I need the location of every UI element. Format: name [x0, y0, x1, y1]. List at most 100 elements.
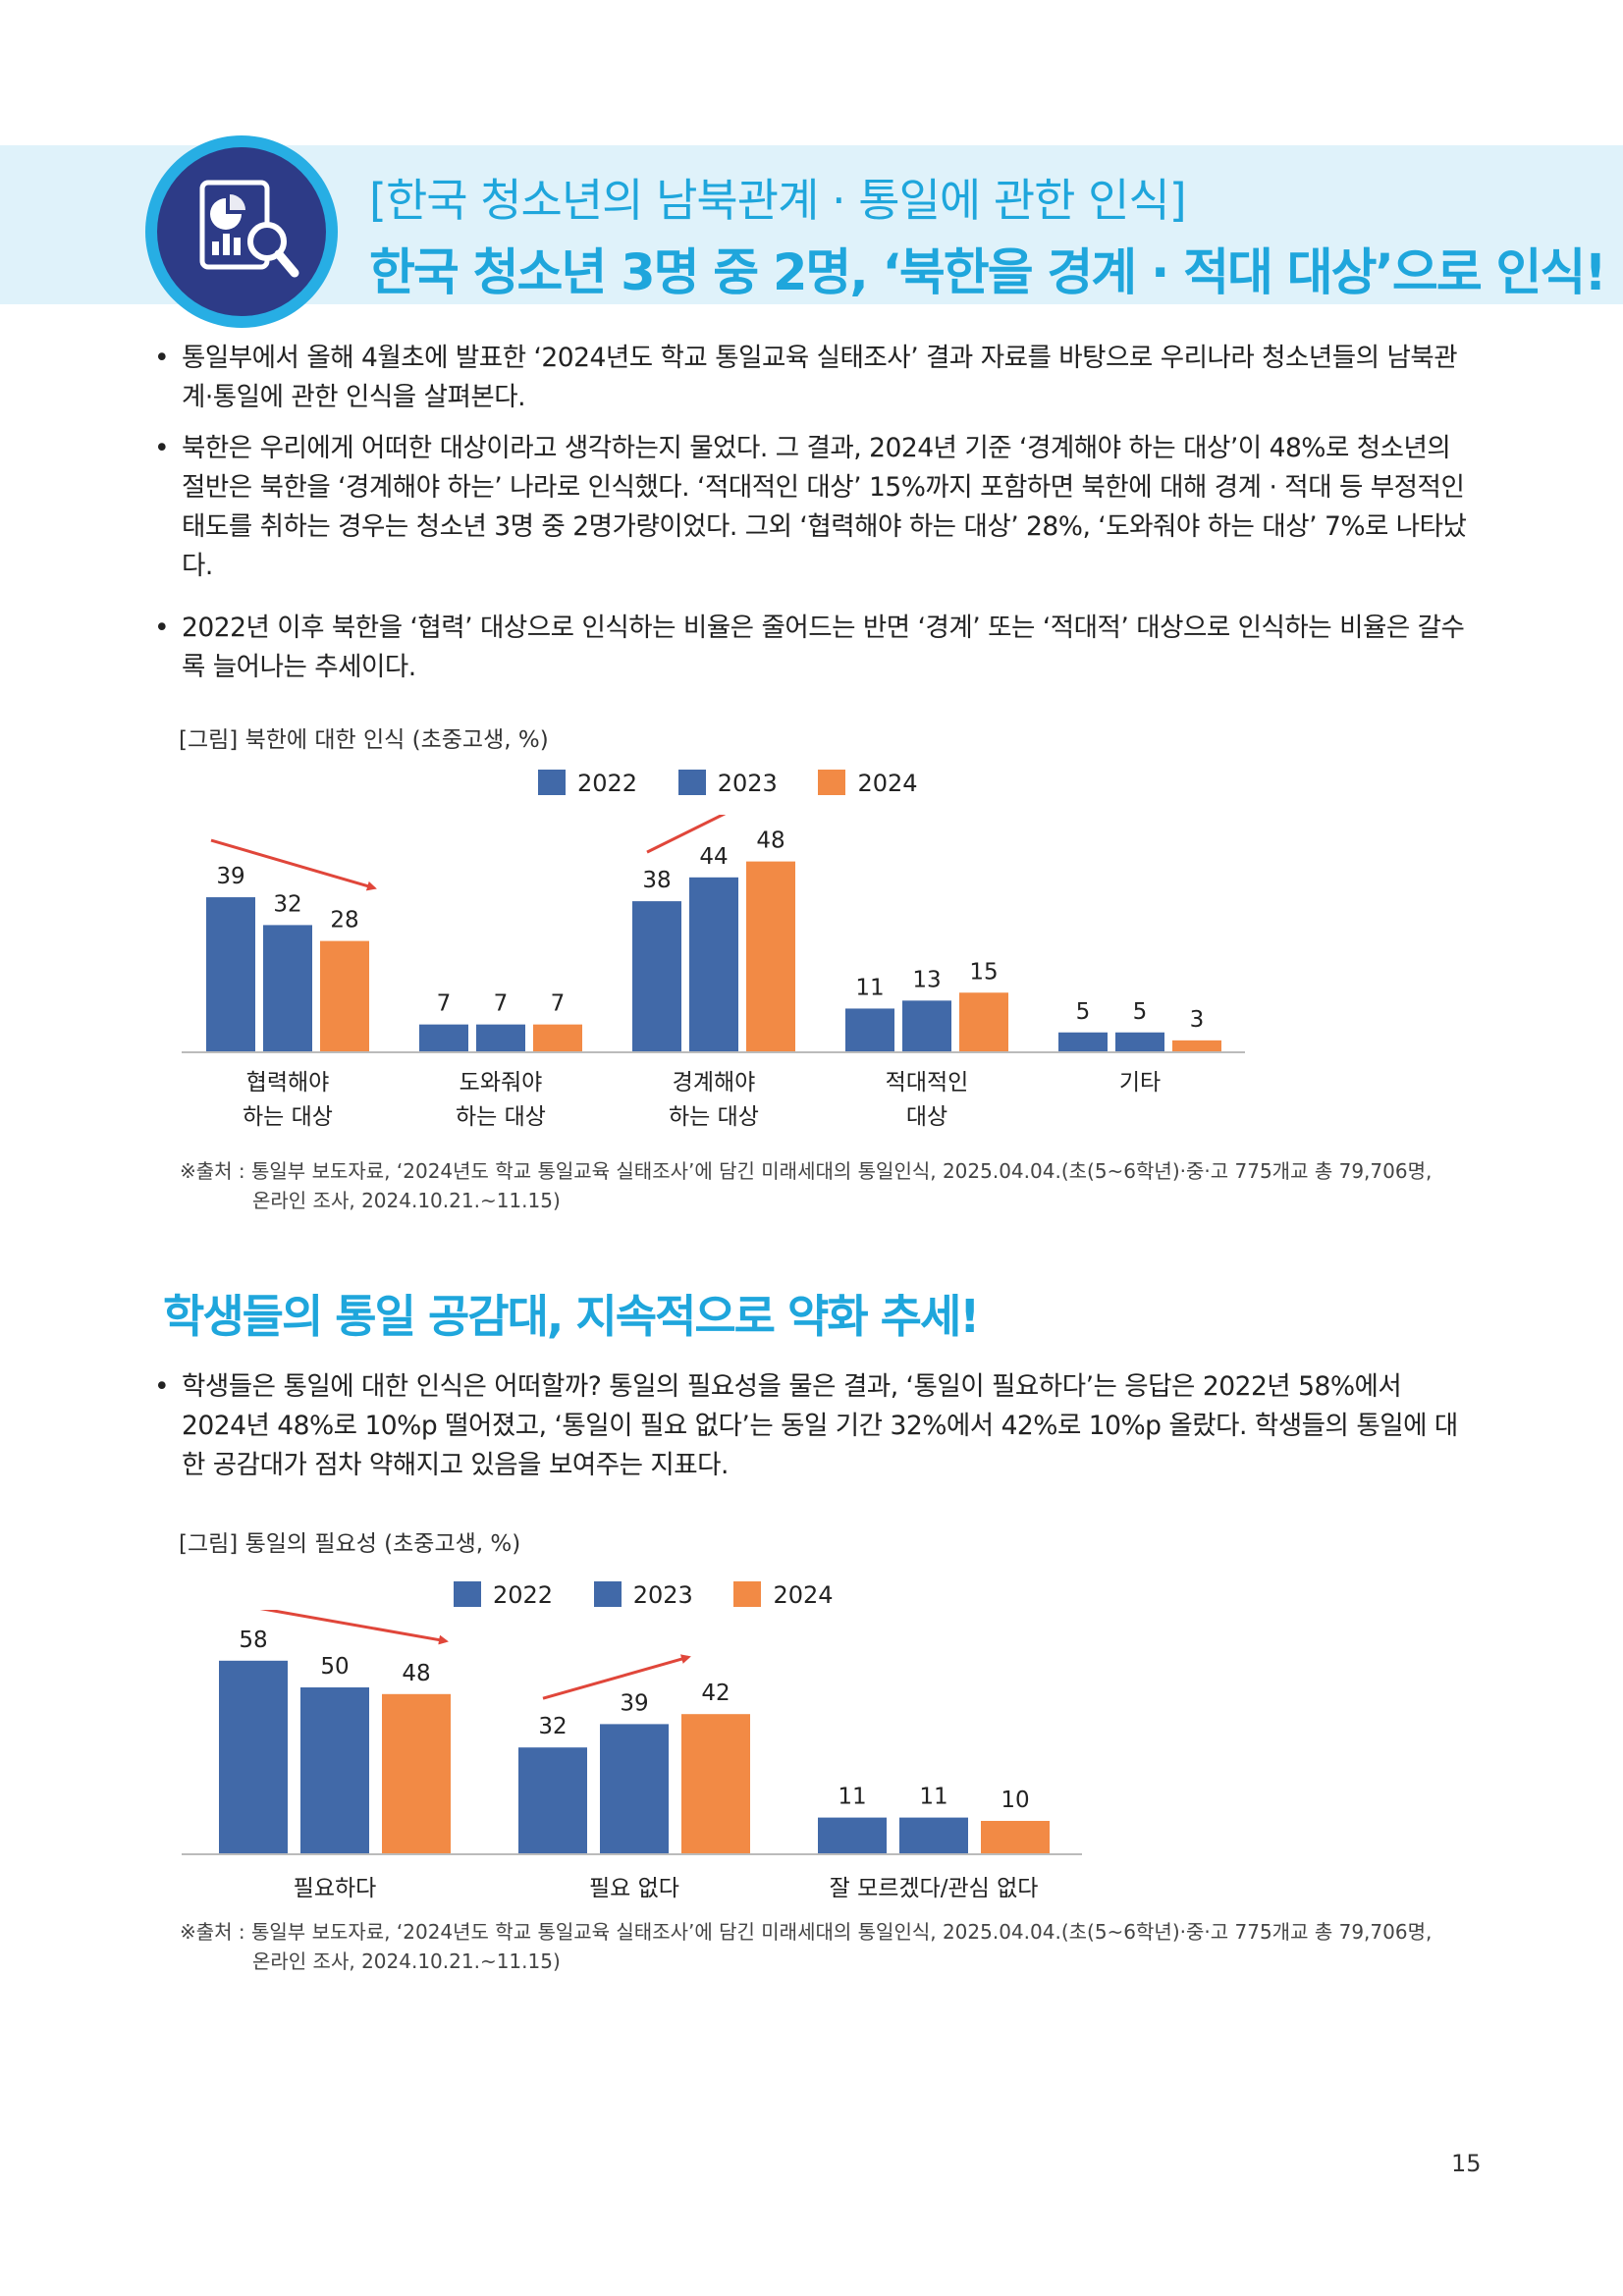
legend-swatch: [593, 1581, 622, 1607]
trend-arrow-up: [646, 815, 727, 854]
legend-label: 2023: [632, 1581, 693, 1609]
source-line1: ※출처 : 통일부 보도자료, ‘2024년도 학교 통일교육 실태조사’에 담…: [180, 1159, 1433, 1183]
data-label: 5: [1133, 999, 1148, 1025]
data-label: 11: [855, 975, 884, 1000]
category-label: 협력해야: [246, 1070, 330, 1095]
bullet-text: 북한은 우리에게 어떠한 대상이라고 생각하는지 물었다. 그 결과, 2024…: [182, 433, 1467, 581]
legend-item-2024: 2024: [733, 1581, 834, 1609]
figure2-source: ※출처 : 통일부 보도자료, ‘2024년도 학교 통일교육 실태조사’에 담…: [180, 1917, 1456, 1976]
data-label: 7: [551, 991, 566, 1017]
data-label: 28: [330, 908, 358, 934]
source-line2: 온라인 조사, 2024.10.21.~11.15): [252, 1949, 561, 1973]
bar-2023-cat-3: [902, 1000, 951, 1052]
data-label: 5: [1076, 999, 1091, 1025]
legend-label: 2024: [857, 770, 918, 797]
bullet-1: • 통일부에서 올해 4월초에 발표한 ‘2024년도 학교 통일교육 실태조사…: [150, 339, 1471, 417]
bar-2024-cat-0: [382, 1693, 451, 1854]
category-label: 기타: [1119, 1070, 1161, 1095]
legend-swatch: [454, 1581, 481, 1607]
data-label: 10: [1001, 1788, 1029, 1813]
page-number: 15: [1451, 2150, 1482, 2177]
figure1-source: ※출처 : 통일부 보도자료, ‘2024년도 학교 통일교육 실태조사’에 담…: [180, 1156, 1456, 1215]
bullet-dot: •: [154, 613, 170, 643]
bar-2024-cat-2: [746, 861, 795, 1052]
source-line1: ※출처 : 통일부 보도자료, ‘2024년도 학교 통일교육 실태조사’에 담…: [180, 1920, 1433, 1944]
figure1-caption: [그림] 북한에 대한 인식 (초중고생, %): [179, 727, 549, 753]
bullet-dot: •: [154, 343, 170, 373]
trend-arrow-up: [542, 1654, 691, 1700]
bullet-dot: •: [154, 433, 170, 463]
bar-2022-cat-0: [206, 897, 255, 1052]
legend-item-2022: 2022: [454, 1581, 553, 1609]
chart-magnifier-icon: [157, 147, 326, 316]
bullet-3: • 2022년 이후 북한을 ‘협력’ 대상으로 인식하는 비율은 줄어드는 반…: [150, 609, 1471, 687]
legend-swatch: [733, 1581, 762, 1607]
bar-2024-cat-2: [981, 1821, 1050, 1854]
figure1-legend: 2022 2023 2024: [538, 770, 951, 797]
data-label: 42: [701, 1681, 730, 1706]
category-label: 하는 대상: [243, 1104, 333, 1130]
legend-label: 2024: [773, 1581, 834, 1609]
bar-2024-cat-1: [533, 1024, 582, 1052]
bar-2022-cat-1: [518, 1747, 587, 1854]
data-label: 11: [838, 1785, 866, 1810]
bar-2024-cat-4: [1172, 1040, 1221, 1052]
legend-label: 2022: [493, 1581, 554, 1609]
trend-arrow-down: [259, 1610, 449, 1645]
legend-swatch: [818, 770, 846, 795]
category-label: 경계해야: [673, 1070, 756, 1095]
data-label: 39: [620, 1690, 648, 1716]
bar-2023-cat-0: [300, 1687, 369, 1854]
bullet-2: • 북한은 우리에게 어떠한 대상이라고 생각하는지 물었다. 그 결과, 20…: [150, 429, 1471, 586]
legend-label: 2023: [717, 770, 778, 797]
bar-2023-cat-1: [476, 1024, 525, 1052]
category-label: 잘 모르겠다/관심 없다: [830, 1876, 1039, 1901]
bar-2022-cat-2: [632, 901, 681, 1052]
legend-item-2023: 2023: [677, 770, 778, 797]
bar-2022-cat-2: [818, 1817, 887, 1854]
trend-arrow-down: [210, 838, 377, 891]
source-line2: 온라인 조사, 2024.10.21.~11.15): [252, 1189, 561, 1212]
bar-2024-cat-1: [681, 1714, 750, 1854]
bullet-dot: •: [154, 1371, 170, 1402]
data-label: 50: [320, 1654, 349, 1680]
category-label: 하는 대상: [456, 1104, 546, 1130]
section2-title: 학생들의 통일 공감대, 지속적으로 약화 추세!: [163, 1290, 980, 1343]
figure2-caption: [그림] 통일의 필요성 (초중고생, %): [179, 1531, 521, 1557]
data-label: 48: [402, 1661, 430, 1686]
data-label: 13: [912, 967, 941, 992]
bar-2022-cat-1: [419, 1024, 468, 1052]
bar-2024-cat-3: [959, 992, 1008, 1052]
data-label: 7: [437, 991, 452, 1017]
data-label: 48: [756, 828, 784, 854]
data-label: 44: [699, 844, 728, 870]
legend-swatch: [538, 770, 566, 795]
header-title-line2: 한국 청소년 3명 중 2명, ‘북한을 경계 · 적대 대상’으로 인식!: [369, 244, 1607, 302]
bullet-text: 학생들은 통일에 대한 인식은 어떠할까? 통일의 필요성을 물은 결과, ‘통…: [182, 1371, 1458, 1480]
legend-swatch: [677, 770, 706, 795]
data-label: 7: [494, 991, 509, 1017]
data-label: 3: [1190, 1007, 1205, 1033]
legend-label: 2022: [577, 770, 638, 797]
header-title-line1: [한국 청소년의 남북관계 · 통일에 관한 인식]: [369, 174, 1187, 227]
bar-2022-cat-3: [845, 1008, 894, 1052]
category-label: 필요하다: [294, 1876, 377, 1901]
bar-2023-cat-0: [263, 925, 312, 1052]
bar-2024-cat-0: [320, 940, 369, 1052]
figure2-chart: 58 50 48 필요하다 32 39 42 필요 없다 11 11 10 잘 모르겠다/관심 없다: [182, 1610, 1082, 1901]
data-label: 15: [969, 959, 998, 985]
category-label: 적대적인: [886, 1070, 969, 1095]
data-label: 58: [239, 1628, 267, 1653]
figure2-legend: 2022 2023 2024: [454, 1581, 867, 1609]
bar-2023-cat-1: [600, 1724, 669, 1854]
legend-item-2024: 2024: [818, 770, 918, 797]
bar-2022-cat-0: [219, 1660, 288, 1854]
category-label: 필요 없다: [589, 1876, 679, 1901]
legend-item-2023: 2023: [593, 1581, 693, 1609]
category-label: 도와줘야: [460, 1070, 543, 1095]
data-label: 11: [919, 1785, 947, 1810]
data-label: 32: [538, 1714, 567, 1739]
bar-2023-cat-4: [1115, 1032, 1164, 1052]
bar-2023-cat-2: [899, 1817, 968, 1854]
bar-2022-cat-4: [1058, 1032, 1108, 1052]
